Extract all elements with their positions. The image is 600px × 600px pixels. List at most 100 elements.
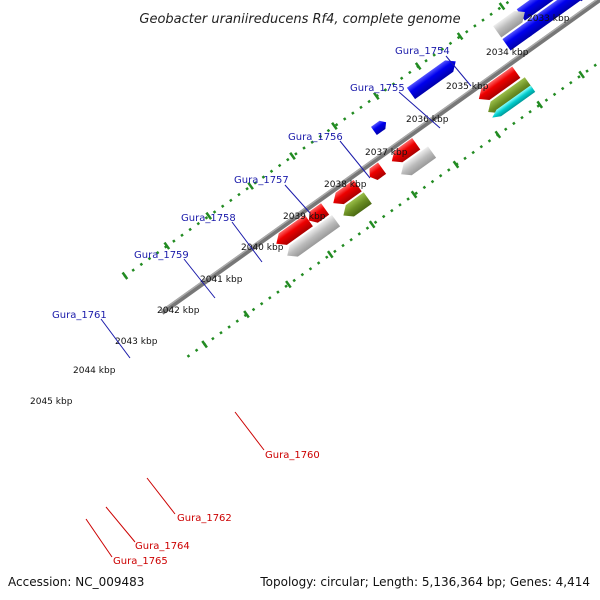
ring-dot bbox=[220, 204, 225, 208]
ring-dot bbox=[399, 76, 404, 80]
ring-dot bbox=[381, 214, 386, 219]
ring-dot bbox=[235, 319, 240, 323]
ring-dot bbox=[422, 185, 427, 190]
ring-dot bbox=[365, 226, 370, 230]
ring-dot bbox=[430, 179, 435, 184]
ring-dot bbox=[302, 146, 306, 150]
ring-dot bbox=[569, 80, 573, 85]
ring-dot bbox=[139, 262, 144, 267]
leader-line bbox=[234, 411, 265, 451]
reverse-gene-arrow bbox=[308, 203, 330, 223]
leader-line bbox=[85, 518, 113, 558]
reverse-gene-arrow bbox=[369, 162, 387, 180]
tick-labels: 2033 kbp 2034 kbp 2035 kbp 2036 kbp 2037… bbox=[30, 14, 570, 407]
ring-tick bbox=[201, 340, 208, 349]
backbone-highlight bbox=[160, 0, 600, 312]
ring-dot bbox=[268, 296, 272, 300]
ring-dot bbox=[219, 331, 223, 335]
leader-line bbox=[339, 140, 371, 179]
tick-label: 2033 kbp bbox=[527, 14, 570, 24]
tick-label: 2034 kbp bbox=[486, 48, 529, 58]
ring-dot bbox=[359, 105, 363, 110]
ring-dot bbox=[300, 272, 305, 277]
ring-dot bbox=[383, 88, 388, 92]
tick-label: 2035 kbp bbox=[446, 82, 489, 92]
ring-dot bbox=[196, 221, 201, 226]
ring-dot bbox=[471, 150, 475, 155]
gene-label: Gura_1754 bbox=[395, 46, 450, 57]
ring-dot bbox=[438, 174, 443, 178]
reverse-gene-arrow bbox=[478, 66, 521, 101]
ring-dot bbox=[349, 237, 353, 242]
ring-tick bbox=[368, 220, 376, 229]
gene-label: Gura_1764 bbox=[135, 541, 190, 552]
forward-gene-arrow bbox=[502, 23, 535, 51]
ring-dot bbox=[408, 70, 412, 75]
ring-dot bbox=[481, 18, 485, 22]
gene-feature-arrow bbox=[401, 146, 437, 176]
ring-dot bbox=[316, 261, 321, 265]
ring-dot bbox=[188, 227, 192, 232]
ring-dot bbox=[326, 128, 331, 133]
reverse-gene-arrow bbox=[391, 138, 421, 163]
ring-dot bbox=[414, 191, 418, 195]
ring-tick bbox=[243, 310, 250, 319]
ring-dot bbox=[227, 325, 231, 329]
ring-dot bbox=[398, 203, 402, 207]
ring-dot bbox=[406, 197, 410, 201]
ring-dot bbox=[245, 187, 249, 191]
ring-dot bbox=[172, 239, 176, 243]
ring-dot bbox=[131, 268, 135, 272]
forward-gene-arrow bbox=[406, 60, 456, 100]
forward-gene-labels: Gura_1754 Gura_1755 Gura_1756 Gura_1757 … bbox=[52, 46, 472, 359]
ring-dot bbox=[251, 307, 256, 312]
ring-dot bbox=[373, 220, 378, 225]
gene-feature-arrow bbox=[492, 85, 536, 118]
ring-dot bbox=[391, 82, 396, 86]
ring-tick bbox=[410, 190, 418, 199]
leader-line bbox=[146, 477, 176, 515]
ring-dot bbox=[497, 6, 502, 11]
ring-dot bbox=[292, 278, 296, 283]
forward-gene-arrow bbox=[370, 120, 387, 136]
map-title: Geobacter uraniireducens Rf4, complete g… bbox=[139, 12, 460, 27]
tick-label: 2040 kbp bbox=[241, 243, 284, 253]
ring-dot bbox=[505, 0, 510, 5]
gene-label: Gura_1761 bbox=[52, 310, 107, 321]
ring-dot bbox=[487, 139, 492, 143]
map-axis-group bbox=[121, 0, 600, 358]
leader-line bbox=[398, 91, 441, 129]
ring-dot bbox=[294, 152, 298, 156]
ring-dot bbox=[390, 208, 394, 213]
ring-dot bbox=[325, 255, 329, 259]
ring-dot bbox=[212, 210, 217, 214]
ring-dot bbox=[259, 301, 264, 306]
ring-tick bbox=[121, 271, 129, 280]
ring-dot bbox=[334, 123, 339, 127]
ring-dot bbox=[367, 99, 371, 104]
ring-dot bbox=[155, 250, 160, 255]
tick-label: 2041 kbp bbox=[200, 275, 243, 285]
ring-tick bbox=[205, 211, 213, 220]
ring-dot bbox=[424, 59, 428, 63]
accession-text: Accession: NC_009483 bbox=[8, 575, 144, 589]
ring-tick bbox=[289, 151, 296, 160]
ring-dot bbox=[147, 256, 152, 261]
ring-tick bbox=[285, 280, 292, 289]
backbone-line bbox=[160, 0, 600, 315]
ring-dot bbox=[520, 115, 524, 120]
ring-dot bbox=[284, 284, 288, 289]
ring-tick bbox=[247, 181, 254, 190]
leader-line bbox=[100, 318, 131, 359]
ring-dot bbox=[448, 41, 453, 46]
ring-dot bbox=[577, 75, 581, 79]
ring-tick bbox=[372, 92, 380, 101]
ring-tick bbox=[452, 160, 460, 169]
ring-dot bbox=[544, 98, 549, 102]
ring-dot bbox=[204, 216, 209, 220]
tick-label: 2044 kbp bbox=[73, 366, 116, 376]
ring-dot bbox=[503, 127, 508, 131]
gene-features bbox=[276, 0, 600, 257]
leader-line bbox=[183, 258, 216, 299]
